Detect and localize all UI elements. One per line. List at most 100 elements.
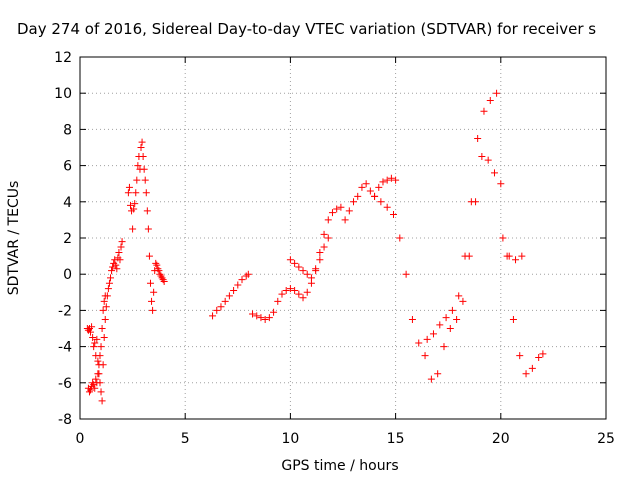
data-point — [299, 267, 307, 275]
data-point — [362, 180, 370, 188]
data-point — [87, 328, 95, 336]
data-point — [154, 265, 162, 273]
data-point — [307, 274, 315, 282]
data-point — [528, 364, 536, 372]
x-tick-label: 20 — [492, 431, 510, 447]
plot-frame — [79, 56, 607, 420]
data-point — [436, 321, 444, 329]
data-point — [490, 169, 498, 177]
data-point — [98, 397, 106, 405]
data-point — [341, 216, 349, 224]
data-point — [512, 256, 520, 264]
data-point — [383, 176, 391, 184]
data-point — [113, 265, 121, 273]
data-point — [328, 209, 336, 217]
x-axis: 0 5 10 15 20 25 — [76, 57, 615, 447]
data-point — [157, 272, 165, 280]
data-point — [261, 315, 269, 323]
data-point — [140, 165, 148, 173]
data-point — [137, 144, 145, 151]
data-points — [83, 89, 547, 405]
data-point — [333, 205, 341, 213]
data-point — [358, 183, 366, 191]
data-point — [459, 297, 467, 305]
y-tick-label: 0 — [63, 267, 72, 283]
data-point — [98, 325, 106, 332]
data-point — [379, 178, 387, 186]
data-point — [150, 288, 158, 296]
data-point — [96, 352, 104, 360]
data-point — [324, 216, 332, 224]
data-point — [389, 210, 397, 218]
data-point — [303, 270, 311, 278]
data-point — [312, 267, 320, 275]
data-point — [91, 384, 99, 392]
data-point — [408, 315, 416, 323]
data-point — [253, 312, 261, 320]
data-point — [316, 248, 324, 256]
data-point — [320, 243, 328, 251]
data-point — [440, 343, 448, 351]
data-point — [88, 323, 96, 331]
data-point — [392, 176, 400, 184]
data-point — [270, 308, 278, 316]
data-point — [225, 292, 233, 300]
data-point — [522, 370, 530, 378]
data-point — [448, 306, 456, 314]
x-tick-label: 5 — [181, 431, 190, 447]
data-point — [129, 225, 137, 233]
y-tick-label: 4 — [63, 195, 72, 211]
data-point — [93, 379, 101, 387]
data-point — [446, 325, 454, 332]
data-point — [97, 343, 105, 351]
data-point — [112, 261, 120, 269]
data-point — [94, 357, 102, 365]
data-point — [85, 388, 93, 396]
data-point — [282, 286, 290, 294]
data-point — [265, 314, 273, 322]
data-point — [93, 335, 101, 343]
data-point — [396, 234, 404, 242]
data-point — [516, 352, 524, 360]
data-point — [89, 334, 97, 342]
data-point — [213, 306, 221, 314]
data-point — [90, 381, 98, 389]
data-point — [539, 350, 547, 358]
data-point — [221, 297, 229, 305]
data-point — [144, 225, 152, 233]
data-point — [286, 256, 294, 264]
data-point — [244, 270, 252, 278]
data-series — [371, 153, 547, 383]
data-point — [278, 290, 286, 298]
data-point — [303, 288, 311, 296]
data-point — [125, 183, 133, 191]
data-point — [484, 156, 492, 164]
data-point — [291, 286, 299, 294]
data-point — [159, 276, 167, 284]
data-series — [286, 234, 332, 282]
data-point — [209, 312, 217, 320]
data-point — [497, 180, 505, 188]
data-point — [455, 292, 463, 300]
data-point — [115, 248, 123, 256]
data-point — [230, 286, 238, 294]
data-point — [478, 153, 486, 161]
data-point — [109, 263, 117, 271]
data-point — [153, 261, 161, 269]
data-point — [383, 203, 391, 211]
data-point — [94, 370, 102, 378]
data-point — [274, 297, 282, 305]
data-point — [138, 138, 146, 146]
data-point — [535, 353, 543, 361]
data-point — [132, 189, 140, 197]
data-point — [354, 192, 362, 200]
data-point — [291, 259, 299, 267]
data-point — [108, 267, 116, 275]
y-axis-label: SDTVAR / TECUs — [6, 181, 22, 296]
data-point — [107, 274, 115, 282]
data-series — [124, 138, 168, 314]
data-point — [141, 176, 149, 184]
data-point — [95, 361, 103, 369]
data-point — [238, 276, 246, 284]
